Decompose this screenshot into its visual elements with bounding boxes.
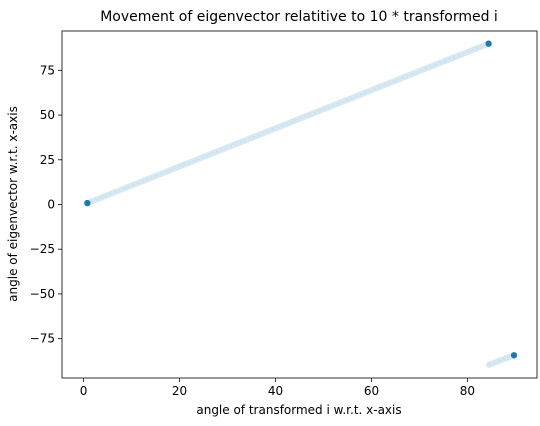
- trail-segment-1-texture: [85, 43, 489, 205]
- trail-segment-2: [486, 352, 517, 368]
- y-tick-label: 0: [47, 198, 55, 212]
- x-axis-label: angle of transformed i w.r.t. x-axis: [196, 403, 401, 417]
- x-tick-label: 80: [460, 384, 475, 398]
- chart-title: Movement of eigenvector relatitive to 10…: [100, 9, 498, 25]
- y-tick-label: 50: [40, 108, 55, 122]
- x-tick-label: 60: [364, 384, 379, 398]
- x-tick-label: 20: [172, 384, 187, 398]
- x-tick-label: 0: [80, 384, 88, 398]
- plot-frame: [61, 30, 538, 379]
- x-axis: 0 20 40 60 80: [80, 378, 475, 398]
- y-axis-label: angle of eigenvector w.r.t. x-axis: [6, 106, 20, 302]
- trail-segment-2-texture: [488, 354, 514, 366]
- plot-area: [82, 39, 518, 368]
- y-tick-label: −25: [30, 242, 55, 256]
- y-tick-label: 25: [40, 153, 55, 167]
- y-tick-label: 75: [40, 63, 55, 77]
- y-tick-label: −50: [30, 287, 55, 301]
- data-point-1: [83, 199, 92, 207]
- y-tick-label: −75: [30, 332, 55, 346]
- x-tick-label: 40: [268, 384, 283, 398]
- y-axis: −75 −50 −25 0 25 50 75: [30, 63, 62, 346]
- data-point-2: [484, 39, 493, 48]
- data-point-3: [510, 351, 518, 360]
